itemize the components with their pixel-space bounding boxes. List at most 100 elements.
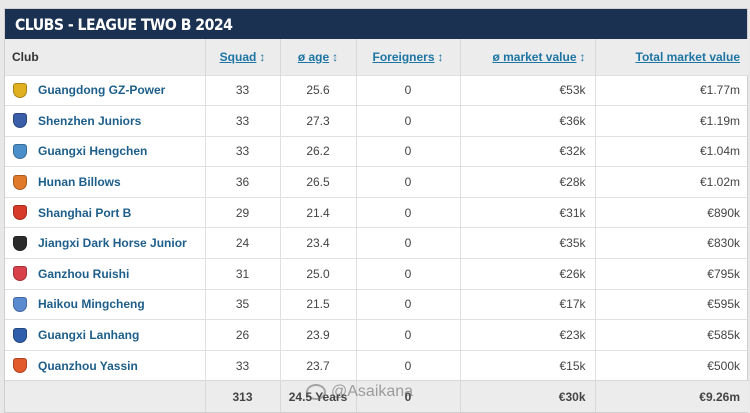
sort-link-age[interactable]: ø age xyxy=(297,49,330,64)
squad-cell: 29 xyxy=(204,197,280,228)
table-row: Hunan Billows 36 26.5 0 €28k €1.02m xyxy=(5,166,749,198)
totals-row: 313 24.5 Years 0 €30k €9.26m xyxy=(5,380,749,412)
club-link[interactable]: Quanzhou Yassin xyxy=(38,358,138,373)
age-cell: 25.0 xyxy=(279,258,356,290)
sort-link-total-market-value[interactable]: Total market value xyxy=(635,49,740,64)
total-market-value-cell[interactable]: €830k xyxy=(594,227,749,259)
club-link[interactable]: Guangdong GZ-Power xyxy=(38,83,166,98)
avg-market-value-cell: €17k xyxy=(459,289,595,320)
guangdong-gz-power-crest-icon[interactable] xyxy=(13,82,27,98)
total-market-value-cell[interactable]: €890k xyxy=(594,197,749,228)
guangxi-lanhang-crest-icon[interactable] xyxy=(13,327,27,343)
table-row: Guangxi Lanhang 26 23.9 0 €23k €585k xyxy=(5,319,749,351)
col-header-foreigners[interactable]: Foreigners ↕ xyxy=(355,39,460,75)
foreigners-cell: 0 xyxy=(355,350,460,381)
foreigners-cell: 0 xyxy=(355,289,460,320)
squad-cell: 31 xyxy=(204,258,280,290)
total-market-value-cell[interactable]: €1.02m xyxy=(594,166,749,198)
col-header-age[interactable]: ø age ↕ xyxy=(279,39,356,75)
clubs-table-body: Guangdong GZ-Power 33 25.6 0 €53k €1.77m… xyxy=(5,75,749,381)
avg-market-value-cell: €32k xyxy=(459,136,595,167)
total-market-value-cell[interactable]: €500k xyxy=(594,350,749,381)
col-header-avg-market-value[interactable]: ø market value ↕ xyxy=(459,39,595,75)
table-row: Jiangxi Dark Horse Junior 24 23.4 0 €35k… xyxy=(5,227,749,259)
sort-link-foreigners[interactable]: Foreigners xyxy=(372,49,435,64)
club-link[interactable]: Jiangxi Dark Horse Junior xyxy=(38,236,187,251)
total-market-value-cell[interactable]: €595k xyxy=(594,289,749,320)
squad-cell: 24 xyxy=(204,227,280,259)
age-cell: 27.3 xyxy=(279,105,356,137)
age-cell: 25.6 xyxy=(279,75,356,106)
avg-market-value-cell: €31k xyxy=(459,197,595,228)
club-link[interactable]: Guangxi Hengchen xyxy=(38,144,148,159)
shenzhen-juniors-crest-icon[interactable] xyxy=(13,113,27,129)
total-market-value-cell[interactable]: €585k xyxy=(594,319,749,351)
foreigners-cell: 0 xyxy=(355,197,460,228)
totals-age-cell: 24.5 Years xyxy=(279,380,356,412)
avg-market-value-cell: €15k xyxy=(459,350,595,381)
age-cell: 26.2 xyxy=(279,136,356,167)
clubs-table-panel: CLUBS - LEAGUE TWO B 2024 Club Squad ↕ ø … xyxy=(4,8,749,413)
squad-cell: 33 xyxy=(204,136,280,167)
table-row: Guangdong GZ-Power 33 25.6 0 €53k €1.77m xyxy=(5,75,749,106)
club-link[interactable]: Hunan Billows xyxy=(38,175,121,190)
sort-icon[interactable]: ↕ xyxy=(579,49,586,64)
quanzhou-yassin-crest-icon[interactable] xyxy=(13,358,27,374)
col-header-total-market-value[interactable]: Total market value xyxy=(594,39,749,75)
table-title-bar: CLUBS - LEAGUE TWO B 2024 xyxy=(5,9,747,39)
avg-market-value-cell: €28k xyxy=(459,166,595,198)
totals-squad-cell: 313 xyxy=(204,380,280,412)
sort-link-avg-market-value[interactable]: ø market value xyxy=(492,49,577,64)
jiangxi-dark-horse-junior-crest-icon[interactable] xyxy=(13,235,27,251)
age-cell: 23.9 xyxy=(279,319,356,351)
table-title: CLUBS - LEAGUE TWO B 2024 xyxy=(15,14,233,34)
total-market-value-cell[interactable]: €795k xyxy=(594,258,749,290)
sort-icon[interactable]: ↕ xyxy=(437,49,444,64)
avg-market-value-cell: €35k xyxy=(459,227,595,259)
club-link[interactable]: Ganzhou Ruishi xyxy=(38,266,130,281)
totals-club-cell xyxy=(5,381,205,412)
age-cell: 21.4 xyxy=(279,197,356,228)
table-row: Haikou Mingcheng 35 21.5 0 €17k €595k xyxy=(5,289,749,320)
squad-cell: 36 xyxy=(204,166,280,198)
club-link[interactable]: Haikou Mingcheng xyxy=(38,297,145,312)
hunan-billows-crest-icon[interactable] xyxy=(13,174,27,190)
squad-cell: 35 xyxy=(204,289,280,320)
club-link[interactable]: Shenzhen Juniors xyxy=(38,113,142,128)
table-row: Quanzhou Yassin 33 23.7 0 €15k €500k xyxy=(5,350,749,381)
table-row: Guangxi Hengchen 33 26.2 0 €32k €1.04m xyxy=(5,136,749,167)
shanghai-port-b-crest-icon[interactable] xyxy=(13,205,27,221)
guangxi-hengchen-crest-icon[interactable] xyxy=(13,143,27,159)
age-cell: 26.5 xyxy=(279,166,356,198)
foreigners-cell: 0 xyxy=(355,258,460,290)
table-row: Shenzhen Juniors 33 27.3 0 €36k €1.19m xyxy=(5,105,749,137)
avg-market-value-cell: €23k xyxy=(459,319,595,351)
squad-cell: 33 xyxy=(204,350,280,381)
foreigners-cell: 0 xyxy=(355,166,460,198)
avg-market-value-cell: €53k xyxy=(459,75,595,106)
totals-avg-market-value-cell: €30k xyxy=(459,380,595,412)
club-link[interactable]: Guangxi Lanhang xyxy=(38,328,140,343)
haikou-mingcheng-crest-icon[interactable] xyxy=(13,296,27,312)
sort-link-squad[interactable]: Squad xyxy=(219,49,257,64)
sort-icon[interactable]: ↕ xyxy=(332,49,339,64)
foreigners-cell: 0 xyxy=(355,319,460,351)
table-row: Ganzhou Ruishi 31 25.0 0 €26k €795k xyxy=(5,258,749,290)
avg-market-value-cell: €36k xyxy=(459,105,595,137)
total-market-value-cell[interactable]: €1.19m xyxy=(594,105,749,137)
clubs-table: Club Squad ↕ ø age ↕ Foreigners ↕ ø market … xyxy=(5,39,749,412)
foreigners-cell: 0 xyxy=(355,227,460,259)
total-market-value-cell[interactable]: €1.77m xyxy=(594,75,749,106)
squad-cell: 26 xyxy=(204,319,280,351)
totals-total-market-value-cell: €9.26m xyxy=(594,380,749,412)
squad-cell: 33 xyxy=(204,75,280,106)
col-header-club: Club xyxy=(12,49,39,64)
foreigners-cell: 0 xyxy=(355,105,460,137)
club-link[interactable]: Shanghai Port B xyxy=(38,205,132,220)
col-header-squad[interactable]: Squad ↕ xyxy=(204,39,280,75)
sort-icon[interactable]: ↕ xyxy=(259,49,266,64)
ganzhou-ruishi-crest-icon[interactable] xyxy=(13,266,27,282)
avg-market-value-cell: €26k xyxy=(459,258,595,290)
age-cell: 23.7 xyxy=(279,350,356,381)
total-market-value-cell[interactable]: €1.04m xyxy=(594,136,749,167)
